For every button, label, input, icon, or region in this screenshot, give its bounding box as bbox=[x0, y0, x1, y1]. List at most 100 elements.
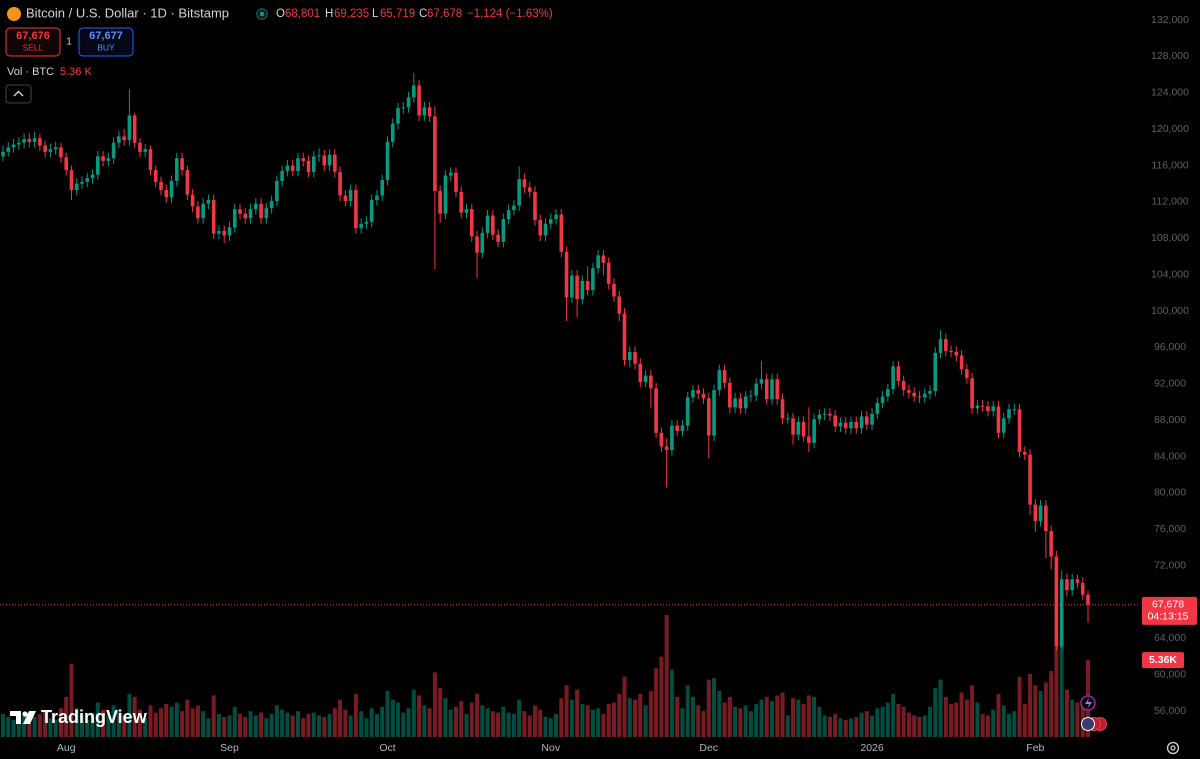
candle-body bbox=[591, 268, 595, 291]
candle-body bbox=[438, 190, 442, 214]
candle-body bbox=[354, 190, 358, 229]
candle-body bbox=[986, 406, 990, 412]
collapse-button[interactable] bbox=[5, 84, 32, 104]
market-status[interactable] bbox=[256, 8, 268, 20]
volume-bar bbox=[48, 718, 53, 737]
volume-bar bbox=[438, 688, 443, 737]
volume-bar bbox=[269, 714, 274, 737]
candle-body bbox=[422, 107, 427, 116]
candle-body bbox=[1054, 556, 1059, 647]
candle-body bbox=[90, 174, 95, 179]
event-flag[interactable] bbox=[1081, 717, 1095, 731]
volume-bar bbox=[633, 699, 638, 737]
volume-bar bbox=[396, 702, 401, 737]
candle-body bbox=[512, 205, 516, 211]
candle-body bbox=[238, 209, 242, 214]
volume-bar bbox=[53, 719, 58, 737]
candle-body bbox=[27, 139, 32, 142]
candle-body bbox=[980, 405, 985, 407]
sell-button[interactable]: 67,676 SELL bbox=[5, 27, 61, 57]
candle-body bbox=[22, 139, 26, 143]
close-value: 67,678 bbox=[427, 8, 462, 20]
volume-bar bbox=[938, 679, 943, 737]
sell-label: SELL bbox=[23, 42, 44, 52]
volume-bar bbox=[1080, 699, 1085, 737]
buy-box[interactable] bbox=[78, 27, 134, 57]
y-tick-label: 116,000 bbox=[1151, 159, 1188, 171]
volume-bar bbox=[332, 708, 337, 737]
candle-body bbox=[301, 158, 306, 161]
volume-bar bbox=[896, 703, 901, 737]
volume-bar bbox=[16, 718, 21, 737]
volume-bar bbox=[406, 708, 411, 737]
candle-body bbox=[1012, 409, 1017, 411]
candle-body bbox=[659, 432, 664, 447]
candle-body bbox=[1075, 579, 1080, 583]
volume-bar bbox=[527, 715, 532, 737]
settings-icon[interactable] bbox=[1166, 741, 1180, 755]
y-tick-label: 64,000 bbox=[1154, 632, 1186, 644]
volume-bar bbox=[580, 703, 585, 737]
candle-body bbox=[306, 160, 311, 172]
close-label: C bbox=[419, 8, 427, 20]
buy-label: BUY bbox=[97, 42, 115, 52]
volume-bar bbox=[469, 702, 474, 737]
volume-bar bbox=[485, 708, 490, 737]
candle-body bbox=[1070, 579, 1074, 591]
buy-button[interactable]: 67,677 BUY bbox=[78, 27, 134, 57]
volume-bar bbox=[232, 706, 237, 737]
volume-bar bbox=[532, 705, 537, 737]
candle-body bbox=[448, 172, 453, 176]
candle-body bbox=[943, 339, 948, 351]
volume-bar bbox=[870, 715, 875, 737]
volume-bar bbox=[775, 695, 780, 737]
volume-bar bbox=[780, 692, 785, 737]
volume-bar bbox=[264, 718, 269, 737]
volume-bar bbox=[27, 721, 32, 737]
candle-body bbox=[712, 390, 716, 436]
volume-bar bbox=[11, 719, 16, 737]
tradingview-logo: TradingView bbox=[10, 707, 148, 727]
candle-body bbox=[406, 97, 411, 108]
volume-bar bbox=[664, 615, 669, 737]
volume-bar bbox=[522, 711, 527, 737]
volume-bar bbox=[1022, 703, 1027, 737]
candle-body bbox=[738, 398, 743, 409]
volume-bar bbox=[912, 715, 917, 737]
candle-body bbox=[501, 219, 506, 242]
volume-bar bbox=[180, 711, 185, 737]
volume-bar bbox=[1075, 702, 1080, 737]
candle-body bbox=[412, 85, 416, 98]
volume-bar bbox=[1001, 705, 1006, 737]
candle-body bbox=[196, 206, 200, 219]
candle-body bbox=[859, 416, 864, 429]
candle-body bbox=[1065, 579, 1069, 591]
candle-body bbox=[53, 147, 58, 150]
candle-body bbox=[169, 180, 174, 198]
candle-body bbox=[59, 147, 63, 158]
candle-body bbox=[880, 396, 885, 403]
sell-box[interactable] bbox=[5, 27, 61, 57]
y-tick-label: 112,000 bbox=[1151, 196, 1188, 208]
volume-bar bbox=[585, 705, 590, 737]
low-value: 65,719 bbox=[380, 8, 415, 20]
candle-body bbox=[433, 116, 437, 191]
candle-body bbox=[311, 156, 316, 172]
logo-mark bbox=[10, 711, 21, 724]
volume-bar bbox=[927, 706, 932, 737]
volume-bar bbox=[764, 696, 769, 737]
collapse-box[interactable] bbox=[5, 84, 32, 104]
volume-bar bbox=[769, 701, 774, 737]
candle-body bbox=[185, 170, 190, 195]
volume-bar bbox=[538, 709, 543, 737]
volume-bar bbox=[601, 714, 606, 737]
candle-body bbox=[1007, 409, 1011, 419]
candle-body bbox=[401, 107, 406, 109]
volume-bar bbox=[1049, 670, 1054, 737]
volume-bar bbox=[174, 702, 179, 737]
candle-body bbox=[896, 366, 901, 382]
candle-body bbox=[654, 388, 658, 433]
candle-body bbox=[933, 352, 938, 392]
volume-bar bbox=[37, 714, 42, 737]
volume-bar bbox=[575, 689, 580, 737]
